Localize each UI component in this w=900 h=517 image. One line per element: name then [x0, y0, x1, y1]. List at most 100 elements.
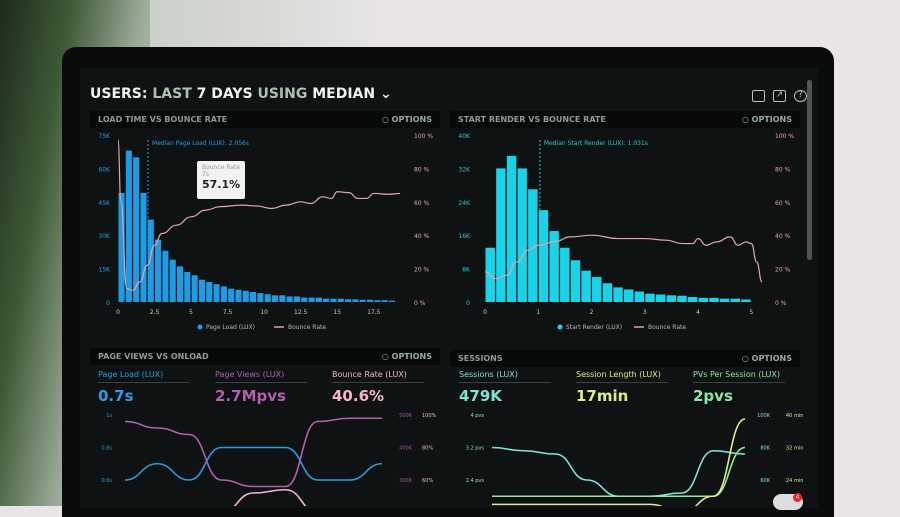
- histogram-bar: [257, 293, 264, 302]
- y-tick-left: 8K: [462, 267, 471, 274]
- panel-title: START RENDER VS BOUNCE RATE: [458, 115, 606, 124]
- title-days: 7 DAYS: [196, 86, 253, 102]
- histogram-bar: [155, 239, 162, 302]
- legend-label: Bounce Rate: [288, 324, 326, 331]
- y-tick-left: 0: [106, 300, 110, 307]
- x-tick: 2.5: [150, 309, 160, 316]
- histogram-bar: [592, 276, 602, 302]
- y-tick-right: 80%: [422, 446, 433, 452]
- y-tick-left: 2.4 pvs: [466, 478, 485, 484]
- page-title[interactable]: USERS: LAST 7 DAYS USING MEDIAN ⌄: [90, 86, 392, 102]
- title-users: USERS:: [90, 86, 148, 102]
- histogram-bar: [719, 298, 730, 302]
- help-icon[interactable]: ?: [794, 90, 807, 102]
- x-tick: 2: [590, 309, 594, 316]
- options-label: OPTIONS: [391, 115, 432, 124]
- options-button[interactable]: ○ OPTIONS: [381, 352, 432, 361]
- title-using: USING: [257, 86, 308, 102]
- x-tick: 5: [189, 309, 193, 316]
- y-tick-right: 100 %: [775, 133, 794, 140]
- panel-sessions: SESSIONS ○ OPTIONS: [450, 350, 800, 367]
- histogram-bar: [388, 300, 395, 302]
- options-button[interactable]: ○ OPTIONS: [741, 115, 792, 124]
- y-tick-right: 40 %: [775, 233, 791, 240]
- histogram-bar: [235, 289, 242, 302]
- metric-label: Page Load (LUX): [98, 370, 190, 383]
- y-tick-left: 0.6s: [101, 478, 112, 484]
- metric-label: Session Length (LUX): [576, 370, 668, 383]
- y-tick-left: 75K: [98, 133, 111, 140]
- metric-right-0: Sessions (LUX) 479K: [459, 370, 551, 405]
- histogram-bar: [213, 284, 220, 302]
- options-button[interactable]: ○ OPTIONS: [741, 354, 792, 363]
- y-tick-right: 300K: [399, 478, 413, 484]
- monitor-icon[interactable]: [752, 90, 765, 102]
- y-tick-right: 32 min: [786, 446, 803, 452]
- y-tick-left: 24K: [458, 200, 471, 207]
- bounce-rate-line: [117, 139, 401, 291]
- chevron-down-icon[interactable]: ⌄: [379, 86, 392, 102]
- series-line-0: [124, 446, 383, 481]
- histogram-bar: [634, 291, 645, 302]
- histogram-bar: [602, 283, 613, 302]
- y-tick-right: 60 %: [775, 200, 791, 207]
- metric-value: 2.7Mpvs: [215, 387, 286, 405]
- x-tick: 3: [643, 309, 647, 316]
- y-tick-left: 16K: [458, 233, 471, 240]
- histogram-bar: [581, 270, 591, 302]
- tooltip: Bounce Rate 7s 57.1%: [197, 161, 245, 199]
- median-annotation: Median Page Load (LUX): 2.056s: [152, 140, 249, 147]
- options-button[interactable]: ○ OPTIONS: [381, 115, 432, 124]
- histogram-bar: [517, 168, 527, 302]
- histogram-bar: [279, 295, 286, 302]
- y-tick-right: 60K: [760, 478, 770, 484]
- histogram-bar: [293, 296, 300, 302]
- y-tick-right: 20 %: [414, 267, 430, 274]
- histogram-bar: [698, 297, 709, 302]
- y-tick-left: 40K: [458, 133, 471, 140]
- metric-left-1: Page Views (LUX) 2.7Mpvs: [215, 370, 307, 405]
- histogram-bar: [264, 294, 271, 302]
- metric-value: 40.6%: [332, 387, 385, 405]
- histogram-bar: [337, 298, 344, 302]
- legend-label: Start Render (LUX): [566, 324, 622, 331]
- series-line-1: [492, 446, 746, 498]
- y-tick-left: 0.8s: [101, 446, 112, 452]
- y-tick-right: 500K: [399, 413, 413, 419]
- y-tick-left: 45K: [98, 200, 111, 207]
- median-annotation: Median Start Render (LUX): 1.031s: [544, 140, 648, 147]
- histogram-bar: [709, 297, 719, 302]
- options-label: OPTIONS: [751, 354, 792, 363]
- x-tick: 12.5: [294, 309, 308, 316]
- x-tick: 15: [333, 309, 341, 316]
- metric-left-2: Bounce Rate (LUX) 40.6%: [332, 370, 424, 405]
- y-tick-right: 100%: [422, 413, 437, 419]
- y-tick-left: 60K: [98, 166, 111, 173]
- histogram-bar: [308, 297, 315, 302]
- tooltip-sub: 7s: [202, 171, 209, 178]
- histogram-bar: [613, 287, 623, 302]
- histogram-bar: [352, 299, 359, 302]
- histogram-bar: [570, 260, 581, 302]
- histogram-bar: [741, 299, 751, 302]
- histogram-bar: [206, 281, 213, 302]
- y-tick-right: 60 %: [414, 200, 430, 207]
- share-icon[interactable]: ↗: [773, 90, 786, 102]
- histogram-bar: [677, 295, 687, 302]
- y-tick-right: 400K: [399, 446, 413, 452]
- histogram-bar: [687, 296, 698, 302]
- y-tick-left: 32K: [458, 166, 471, 173]
- histogram-bar: [220, 286, 227, 302]
- histogram-bar: [250, 291, 257, 302]
- histogram-bar: [496, 168, 506, 302]
- y-tick-left: 0: [466, 300, 470, 307]
- histogram-bar: [655, 294, 666, 302]
- panel-title: PAGE VIEWS VS ONLOAD: [98, 352, 209, 361]
- scrollbar[interactable]: [807, 80, 812, 260]
- histogram-bar: [359, 299, 366, 302]
- histogram-bar: [140, 192, 147, 302]
- metric-right-1: Session Length (LUX) 17min: [576, 370, 668, 405]
- y-tick-right: 0 %: [775, 300, 787, 307]
- x-tick: 7.5: [223, 309, 233, 316]
- histogram-bar: [506, 155, 517, 302]
